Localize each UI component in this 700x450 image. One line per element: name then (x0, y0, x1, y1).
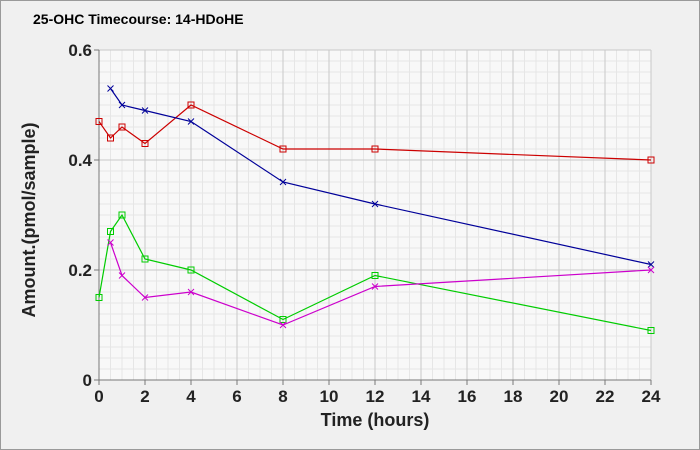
series-4 (107, 239, 655, 329)
x-tick-label: 22 (596, 387, 615, 406)
data-point (141, 255, 149, 263)
data-point (279, 178, 287, 186)
data-point (118, 123, 126, 131)
data-point (647, 266, 655, 274)
series-2 (107, 85, 655, 268)
data-point (371, 145, 379, 153)
data-point (118, 272, 126, 279)
data-point (371, 200, 379, 208)
x-tick-label: 20 (550, 387, 569, 406)
chart-title: 25-OHC Timecourse: 14-HDoHE (33, 11, 244, 27)
x-axis-label: Time (hours) (321, 410, 430, 430)
x-tick-label: 16 (458, 387, 477, 406)
y-axis-label: Amount.(pmol/sample) (19, 122, 39, 317)
x-tick-label: 14 (412, 387, 431, 406)
data-point (187, 288, 195, 296)
y-tick-label: 0.2 (68, 261, 92, 280)
y-tick-label: 0.6 (68, 41, 92, 60)
data-point (187, 266, 195, 274)
y-axis-ticks: 0 0.2 0.4 0.6 (68, 41, 99, 390)
x-tick-label: 12 (366, 387, 385, 406)
x-tick-label: 8 (278, 387, 287, 406)
data-point (279, 321, 287, 329)
x-tick-label: 6 (232, 387, 241, 406)
data-point (141, 294, 149, 301)
x-axis-ticks: 0 2 4 6 8 10 12 14 16 18 20 22 24 (94, 380, 661, 406)
data-point (107, 239, 114, 246)
data-point (279, 316, 287, 323)
series-3 (95, 211, 655, 334)
data-point (107, 228, 114, 235)
x-tick-label: 10 (320, 387, 339, 406)
data-point (371, 283, 379, 290)
x-tick-label: 18 (504, 387, 523, 406)
data-point (95, 294, 103, 301)
series-layer (95, 85, 655, 334)
x-tick-label: 2 (140, 387, 149, 406)
data-point (118, 211, 126, 219)
data-point (141, 140, 149, 147)
data-point (107, 85, 114, 92)
data-point (95, 118, 103, 125)
data-point (107, 134, 114, 142)
data-point (647, 156, 655, 164)
data-point (371, 272, 379, 279)
data-point (118, 101, 126, 109)
x-tick-label: 24 (642, 387, 661, 406)
y-tick-label: 0 (83, 371, 92, 390)
series-line (98, 104, 652, 161)
data-point (647, 261, 655, 268)
x-tick-label: 4 (186, 387, 196, 406)
data-point (647, 327, 655, 334)
data-point (187, 101, 195, 109)
data-point (141, 107, 149, 114)
x-tick-label: 0 (94, 387, 103, 406)
data-point (187, 118, 195, 125)
series-1 (95, 101, 655, 164)
y-tick-label: 0.4 (68, 151, 92, 170)
data-point (279, 145, 287, 153)
